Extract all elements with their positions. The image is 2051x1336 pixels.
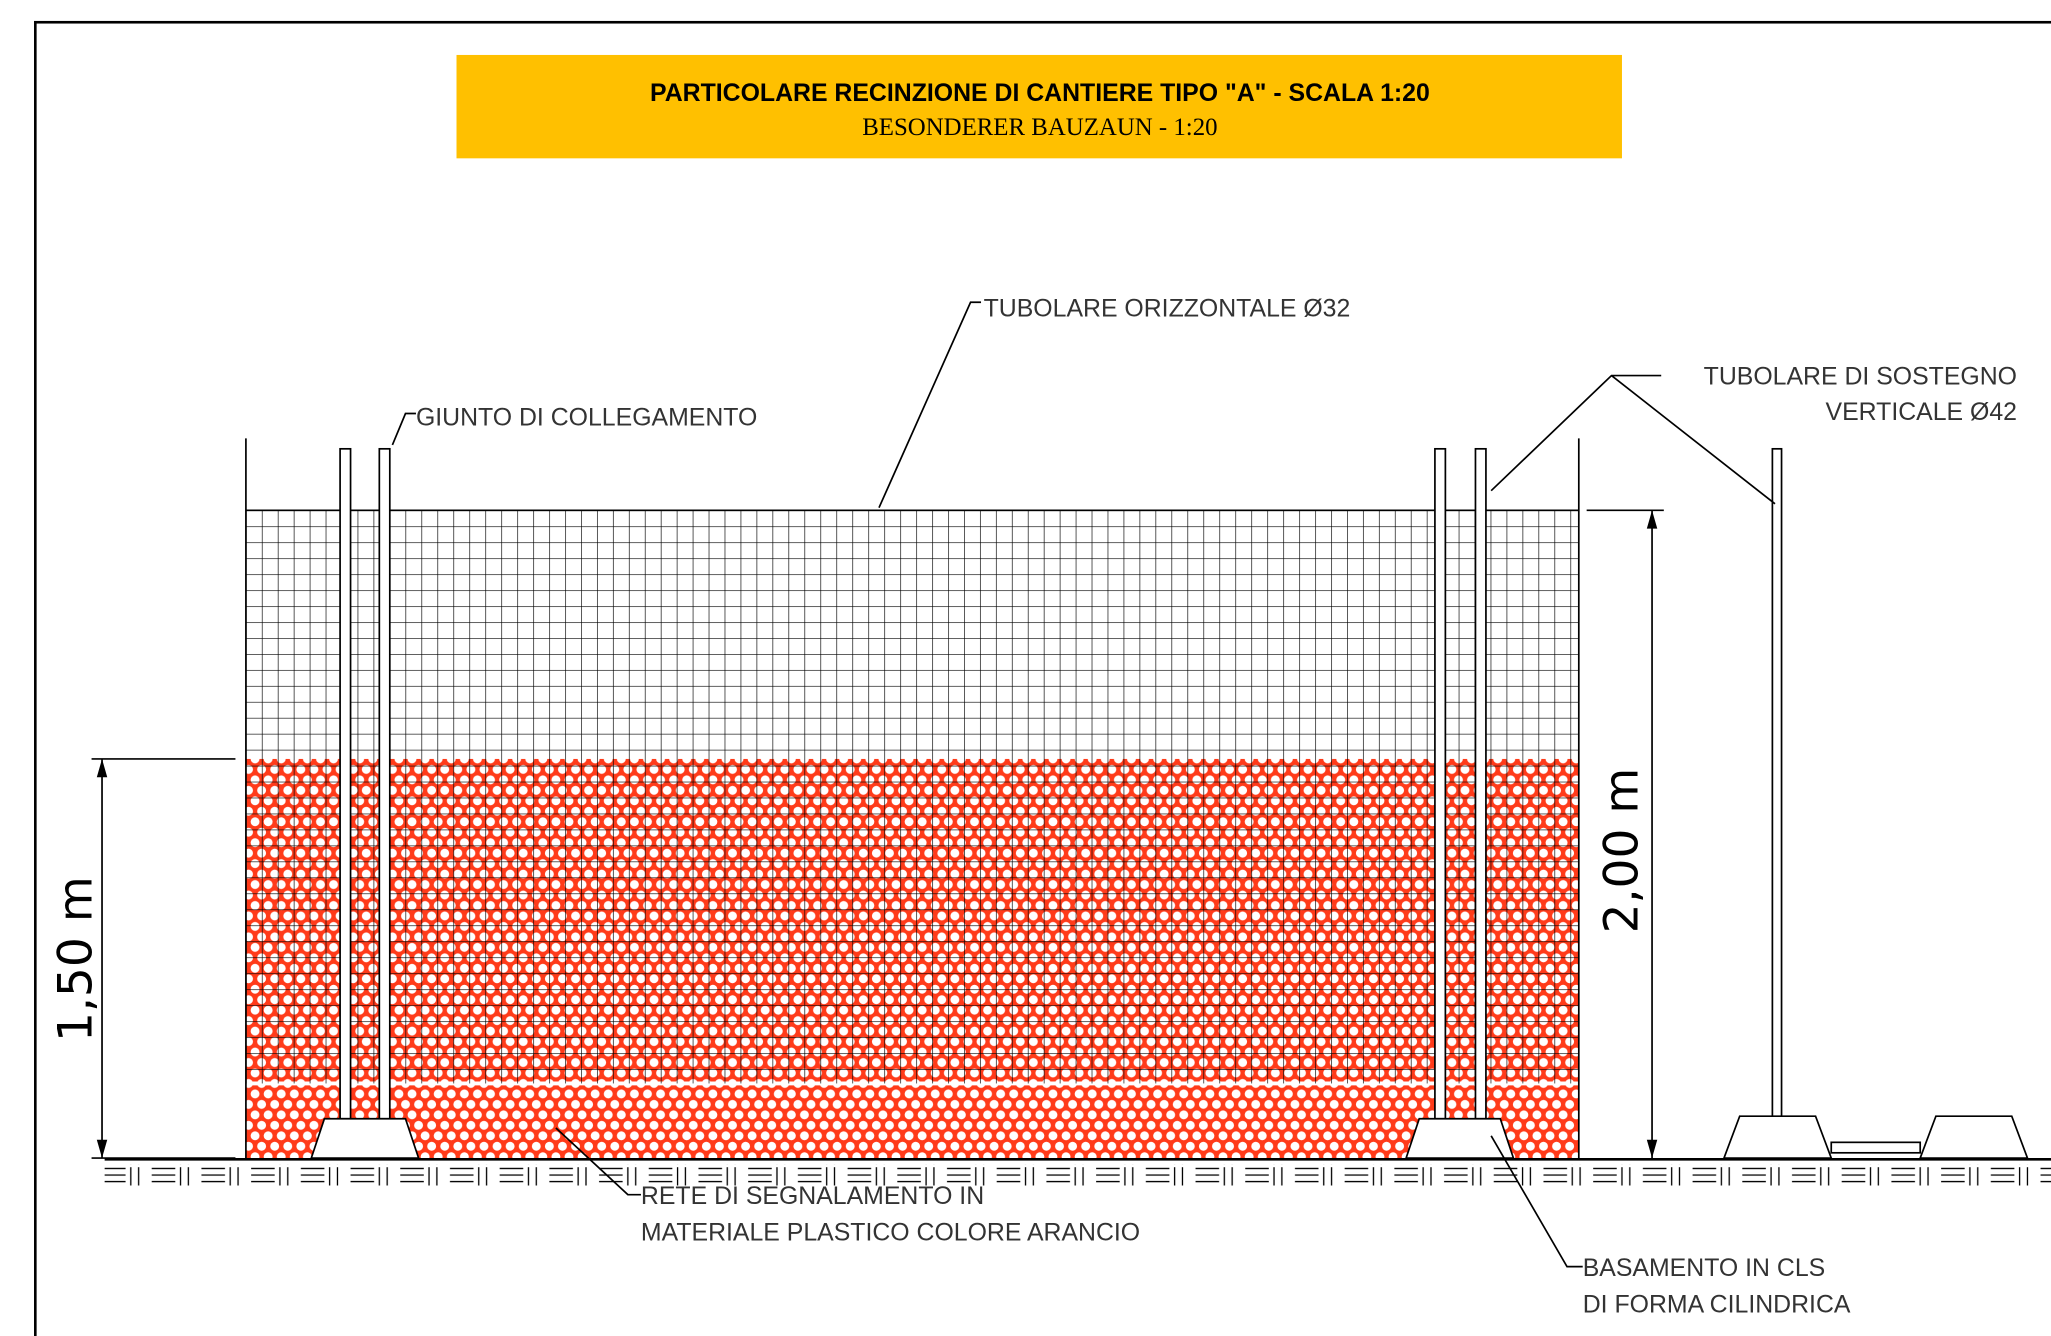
label: GIUNTO DI COLLEGAMENTO [416, 404, 757, 431]
label: RETE DI SEGNALAMENTO IN [641, 1183, 984, 1210]
label: MATERIALE PLASTICO COLORE ARANCIO [641, 1219, 1140, 1246]
label: BASAMENTO IN CLS [1583, 1255, 1825, 1282]
dimension-label: 2,00 m [1595, 768, 1650, 934]
title: PARTICOLARE RECINZIONE DI CANTIERE TIPO … [650, 80, 1430, 107]
label: TUBOLARE DI SOSTEGNO [1704, 364, 2017, 391]
label: DI FORMA CILINDRICA [1583, 1291, 1851, 1318]
label: VERTICALE Ø42 [1826, 399, 2017, 426]
page: {"header":{"title":"PARTICOLARE RECINZIO… [0, 0, 2051, 1336]
dimension-label: 1,50 m [49, 876, 104, 1042]
subtitle: BESONDERER BAUZAUN - 1:20 [862, 114, 1217, 141]
fence [105, 438, 2051, 1185]
drawing: PARTICOLARE RECINZIONE DI CANTIERE TIPO … [0, 0, 2051, 1336]
label: TUBOLARE ORIZZONTALE Ø32 [984, 296, 1351, 323]
